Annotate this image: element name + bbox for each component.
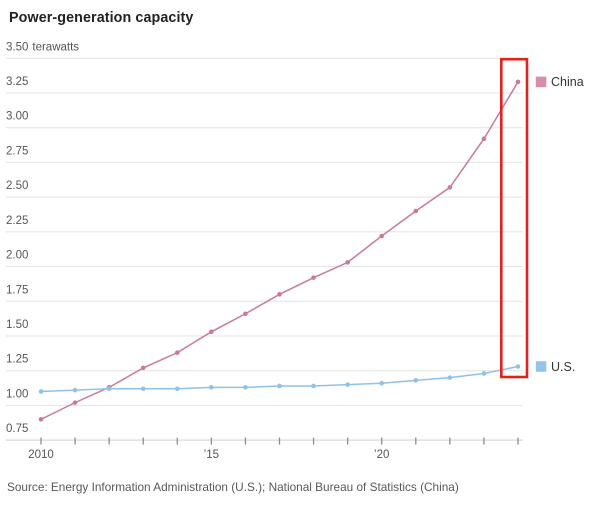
svg-text:2010: 2010	[28, 449, 54, 461]
svg-text:1.25: 1.25	[6, 354, 28, 366]
svg-text:0.75: 0.75	[6, 423, 28, 435]
svg-text:1.00: 1.00	[6, 388, 28, 400]
svg-text:1.50: 1.50	[6, 319, 28, 331]
svg-text:’20: ’20	[374, 449, 389, 461]
svg-text:2.25: 2.25	[6, 215, 28, 227]
svg-text:2.00: 2.00	[6, 250, 28, 262]
svg-text:1.75: 1.75	[6, 284, 28, 296]
svg-text:U.S.: U.S.	[551, 360, 575, 374]
svg-text:3.00: 3.00	[6, 111, 28, 123]
svg-text:China: China	[551, 75, 584, 89]
svg-text:’15: ’15	[204, 449, 219, 461]
svg-text:2.75: 2.75	[6, 145, 28, 157]
svg-text:2.50: 2.50	[6, 180, 28, 192]
svg-text:3.25: 3.25	[6, 76, 28, 88]
